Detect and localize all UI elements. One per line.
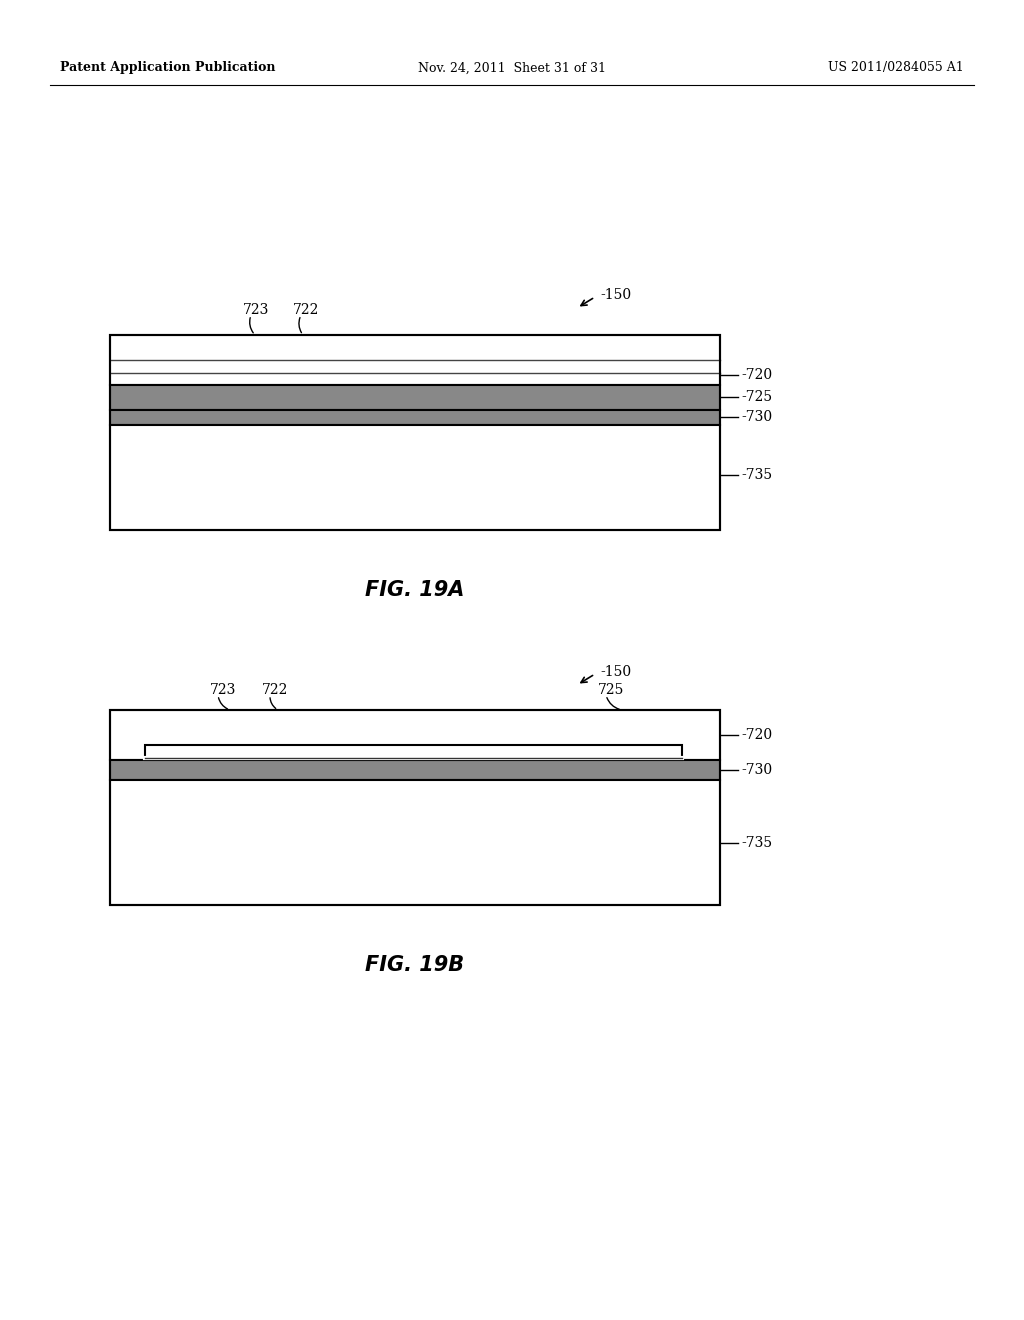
Bar	[110, 335, 720, 531]
Bar	[110, 411, 720, 425]
Text: -720: -720	[741, 368, 772, 381]
Text: 723: 723	[243, 304, 269, 317]
Text: -725: -725	[741, 389, 772, 404]
Text: US 2011/0284055 A1: US 2011/0284055 A1	[828, 62, 964, 74]
Text: 722: 722	[262, 682, 289, 697]
Bar	[110, 335, 720, 385]
Text: -730: -730	[741, 763, 772, 777]
Bar	[110, 385, 720, 411]
Text: FIG. 19B: FIG. 19B	[366, 954, 465, 975]
Bar	[110, 710, 720, 760]
Text: 725: 725	[598, 682, 625, 697]
Text: 722: 722	[293, 304, 319, 317]
Text: -730: -730	[741, 411, 772, 424]
Text: Nov. 24, 2011  Sheet 31 of 31: Nov. 24, 2011 Sheet 31 of 31	[418, 62, 606, 74]
Bar	[110, 780, 720, 906]
Bar	[110, 710, 720, 906]
Text: -150: -150	[600, 665, 631, 678]
Text: -720: -720	[741, 729, 772, 742]
Text: -150: -150	[600, 288, 631, 302]
Text: -735: -735	[741, 836, 772, 850]
Text: FIG. 19A: FIG. 19A	[366, 579, 465, 601]
Bar	[110, 760, 720, 780]
Text: 723: 723	[210, 682, 237, 697]
Text: Patent Application Publication: Patent Application Publication	[60, 62, 275, 74]
Bar	[145, 744, 682, 760]
Bar	[110, 425, 720, 531]
Text: -735: -735	[741, 469, 772, 482]
